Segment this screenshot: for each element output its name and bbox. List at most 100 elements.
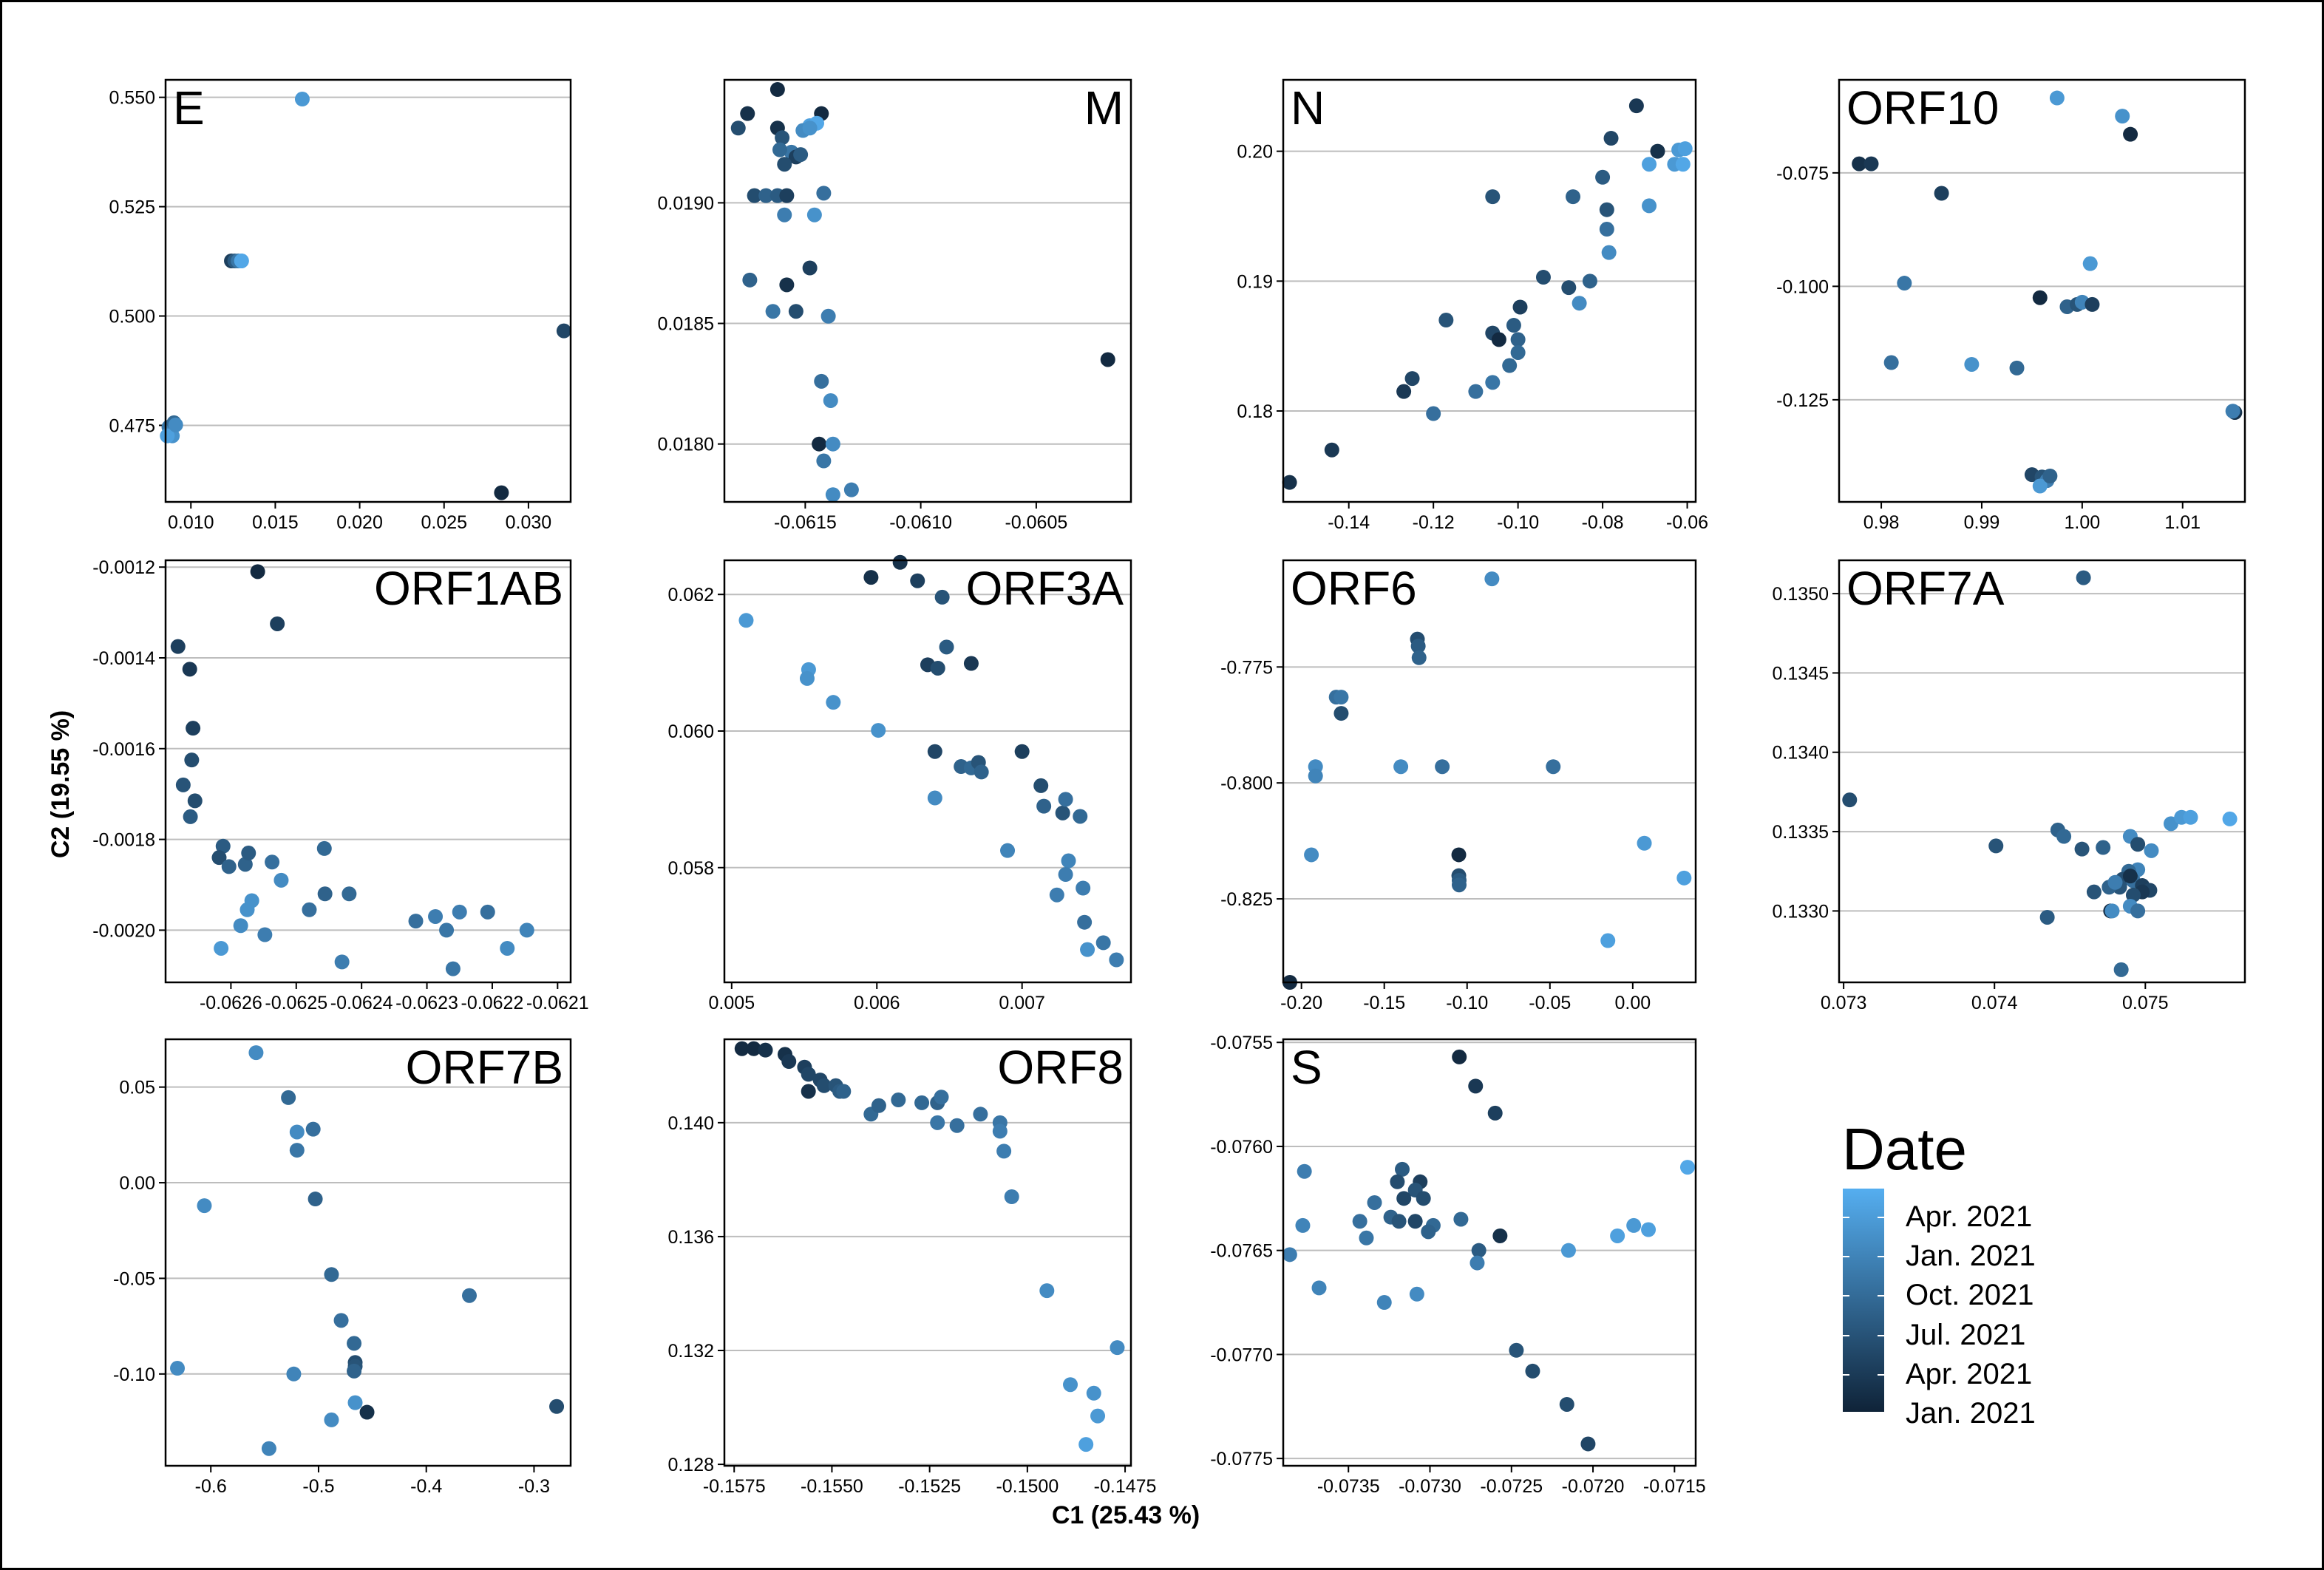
x-tick-label: -0.1475	[1094, 1476, 1157, 1497]
data-point	[1367, 1195, 1382, 1210]
data-point	[294, 92, 310, 107]
x-tick-label: -0.14	[1328, 512, 1370, 533]
data-point	[334, 954, 350, 970]
data-point	[2222, 811, 2238, 826]
y-tick-label: 0.1340	[1773, 743, 1829, 764]
data-point	[1453, 1212, 1469, 1227]
data-point	[1014, 744, 1030, 759]
legend-label-4: Jul. 2021	[1906, 1319, 2025, 1351]
data-point	[775, 130, 790, 146]
data-point	[1055, 805, 1070, 820]
data-point	[1451, 877, 1467, 893]
y-tick-label: 0.475	[109, 415, 155, 436]
data-point	[1470, 1255, 1485, 1271]
legend-ticks	[1843, 1217, 1884, 1415]
data-point	[1641, 1222, 1657, 1237]
y-tick-label: 0.0180	[658, 435, 714, 455]
x-tick-label: -0.05	[1529, 993, 1571, 1013]
panel-n: 0.18 0.19 0.20 -0.14 -0.12 -0.10 -0.08 -0.06 N	[1237, 78, 1708, 533]
x-tick-label: -0.0715	[1643, 1476, 1706, 1497]
x-tick-label: -0.10	[1497, 512, 1539, 533]
y-tick-label: 0.060	[667, 721, 714, 742]
data-point	[237, 857, 253, 872]
x-tick-label: -0.0725	[1480, 1476, 1543, 1497]
panel-frame	[1282, 559, 1697, 984]
data-point	[1468, 384, 1484, 399]
panel-title: M	[1084, 81, 1124, 135]
panel-title: ORF10	[1846, 81, 1999, 135]
x-tick-label: -0.0625	[265, 993, 327, 1013]
data-point	[1304, 847, 1319, 863]
x-tick-label: 0.007	[999, 993, 1045, 1013]
data-point	[184, 752, 200, 768]
data-point	[494, 485, 509, 500]
data-point	[347, 1395, 363, 1410]
data-point	[802, 120, 818, 136]
x-tick-label: -0.20	[1280, 993, 1322, 1013]
data-point	[914, 1095, 930, 1110]
legend-label-1: Apr. 2021	[1906, 1200, 2032, 1233]
data-point	[182, 662, 197, 677]
data-point	[261, 1441, 276, 1456]
x-tick-label: -0.0621	[526, 993, 589, 1013]
panel-frame	[1838, 559, 2246, 984]
data-point	[1642, 157, 1657, 172]
data-point	[211, 850, 227, 866]
y-tick-label: 0.140	[667, 1113, 714, 1134]
data-point	[1004, 1189, 1019, 1205]
data-point	[871, 723, 886, 738]
data-point	[215, 838, 231, 854]
data-point	[799, 670, 815, 686]
data-point	[2183, 809, 2198, 825]
data-point	[871, 1098, 886, 1113]
data-point	[1411, 650, 1427, 665]
data-point	[2107, 874, 2123, 890]
data-point	[1033, 778, 1049, 793]
panel-m: 0.0180 0.0185 0.0190 -0.0615 -0.0610 -0.0605 M	[658, 78, 1132, 533]
y-tick-label: 0.00	[119, 1173, 155, 1194]
data-point	[1603, 131, 1619, 146]
data-point	[214, 940, 229, 956]
data-point	[746, 1041, 761, 1056]
data-point	[462, 1288, 477, 1303]
x-tick-label: 0.073	[1821, 993, 1867, 1013]
data-point	[1485, 375, 1501, 390]
x-tick-label: -0.1500	[996, 1476, 1059, 1497]
data-point	[500, 940, 515, 956]
panel-title: S	[1291, 1041, 1322, 1094]
data-point	[1110, 1340, 1125, 1356]
x-axis-title: C1 (25.43 %)	[1052, 1501, 1200, 1529]
data-point	[1934, 186, 1949, 201]
data-point	[241, 846, 256, 861]
data-point	[316, 840, 332, 856]
y-tick-label: 0.136	[667, 1227, 714, 1248]
x-tick-label: 0.015	[252, 512, 299, 533]
x-tick-label: 0.030	[506, 512, 552, 533]
y-tick-label: -0.05	[113, 1268, 155, 1289]
data-point	[324, 1267, 339, 1282]
data-point	[1036, 798, 1052, 814]
data-point	[1600, 933, 1616, 948]
data-point	[1506, 318, 1521, 333]
data-point	[816, 1078, 832, 1093]
data-point	[1396, 1191, 1412, 1206]
y-tick-label: -0.825	[1220, 889, 1273, 910]
x-tick-label: 0.020	[336, 512, 383, 533]
x-tick-label: 0.075	[2122, 993, 2169, 1013]
data-point	[1566, 189, 1581, 205]
data-point	[1000, 843, 1016, 858]
data-point	[892, 554, 908, 570]
data-point	[408, 914, 424, 929]
data-point	[1561, 280, 1577, 296]
data-point	[1100, 352, 1115, 367]
y-tick-label: 0.062	[667, 585, 714, 605]
data-point	[2096, 840, 2111, 855]
data-point	[221, 859, 237, 874]
data-point	[812, 436, 827, 452]
data-point	[974, 764, 989, 780]
data-point	[730, 120, 746, 136]
data-point	[1883, 355, 1899, 370]
data-point	[788, 304, 803, 319]
data-point	[2076, 570, 2091, 585]
data-point	[2104, 903, 2120, 919]
